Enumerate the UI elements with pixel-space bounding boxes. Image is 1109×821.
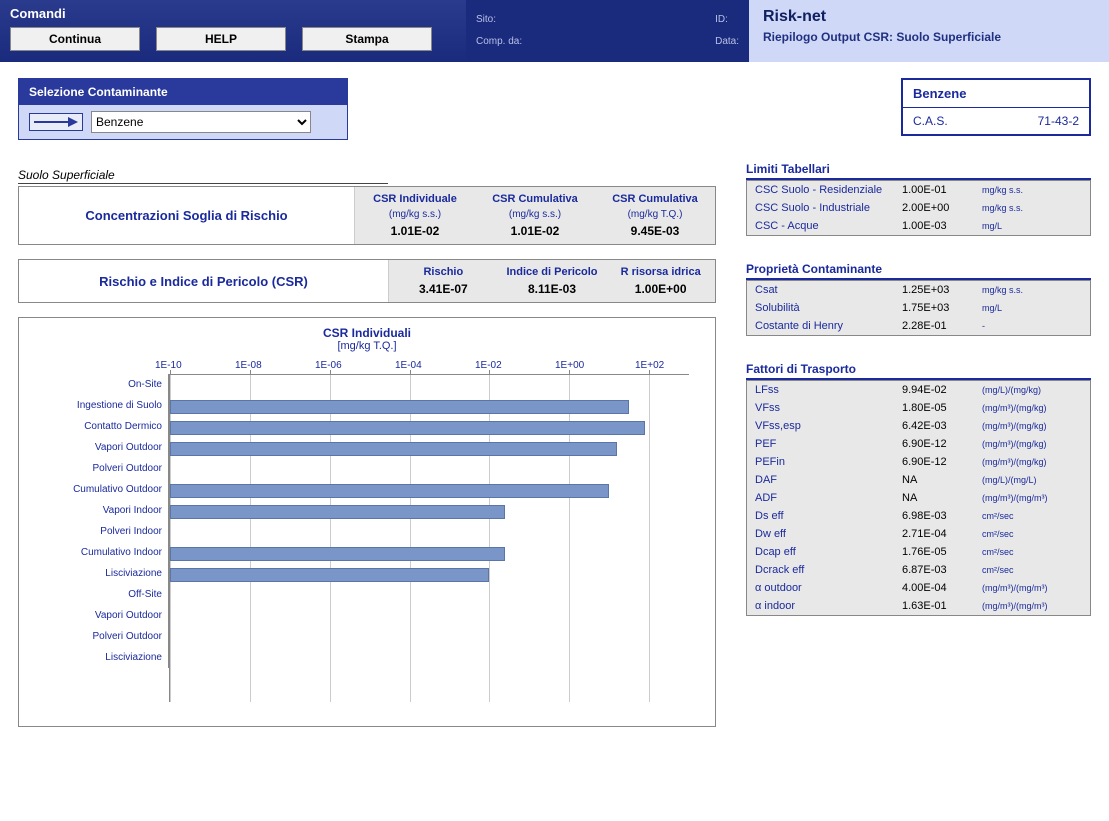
meta-id: ID: xyxy=(715,14,739,25)
chart-xaxis: 1E-101E-081E-061E-041E-021E+001E+02 xyxy=(169,360,689,374)
chart-bar xyxy=(170,505,505,519)
chart-ylabel: Lisciviazione xyxy=(29,563,169,584)
chart-panel: CSR Individuali [mg/kg T.Q.] 1E-101E-081… xyxy=(18,317,716,727)
chart-ylabel: On-Site xyxy=(29,374,169,395)
limiti-table: Limiti Tabellari CSC Suolo - Residenzial… xyxy=(746,162,1091,236)
chart-bar-row xyxy=(170,543,689,564)
risk-column: Indice di Pericolo8.11E-03 xyxy=(498,260,607,302)
suolo-title: Suolo Superficiale xyxy=(18,168,388,184)
selector-panel: Selezione Contaminante Benzene xyxy=(18,78,348,140)
table-row: PEFin6.90E-12(mg/m³)/(mg/kg) xyxy=(747,453,1090,471)
meta-data: Data: xyxy=(715,36,739,47)
chart-bar-row xyxy=(170,522,689,543)
table-row: VFss,esp6.42E-03(mg/m³)/(mg/kg) xyxy=(747,417,1090,435)
table-row: α indoor1.63E-01(mg/m³)/(mg/m³) xyxy=(747,597,1090,615)
chart-ylabel: Cumulativo Indoor xyxy=(29,542,169,563)
chart-ylabel: Vapori Indoor xyxy=(29,500,169,521)
cas-label: C.A.S. xyxy=(913,114,948,128)
chart-bar-row xyxy=(170,585,689,606)
chart-bar-row xyxy=(170,501,689,522)
chart-ylabel: Ingestione di Suolo xyxy=(29,395,169,416)
command-panel: Comandi Continua HELP Stampa xyxy=(0,0,466,62)
table-row: Dcap eff1.76E-05cm²/sec xyxy=(747,543,1090,561)
table-row: Dw eff2.71E-04cm²/sec xyxy=(747,525,1090,543)
chart-ylabel: Contatto Dermico xyxy=(29,416,169,437)
chart-ylabel: Polveri Outdoor xyxy=(29,458,169,479)
help-button[interactable]: HELP xyxy=(156,27,286,51)
risk-column: R risorsa idrica1.00E+00 xyxy=(606,260,715,302)
chart-bar-row xyxy=(170,480,689,501)
app-subtitle: Riepilogo Output CSR: Suolo Superficiale xyxy=(763,30,1095,44)
chart-subtitle: [mg/kg T.Q.] xyxy=(29,340,705,352)
table-row: Solubilità1.75E+03mg/L xyxy=(747,299,1090,317)
csr-column: CSR Cumulativa(mg/kg s.s.)1.01E-02 xyxy=(475,187,595,244)
csr-column: CSR Individuale(mg/kg s.s.)1.01E-02 xyxy=(355,187,475,244)
stampa-button[interactable]: Stampa xyxy=(302,27,432,51)
continua-button[interactable]: Continua xyxy=(10,27,140,51)
table-row: CSC Suolo - Industriale2.00E+00mg/kg s.s… xyxy=(747,199,1090,217)
table-row: Ds eff6.98E-03cm²/sec xyxy=(747,507,1090,525)
table-row: VFss1.80E-05(mg/m³)/(mg/kg) xyxy=(747,399,1090,417)
chart-bar-row xyxy=(170,648,689,669)
selector-title: Selezione Contaminante xyxy=(19,79,347,105)
chart-bar-row xyxy=(170,417,689,438)
chart-ylabel: Polveri Indoor xyxy=(29,521,169,542)
arrow-icon xyxy=(29,113,83,131)
app-name: Risk-net xyxy=(763,8,1095,26)
table-row: CSC Suolo - Residenziale1.00E-01mg/kg s.… xyxy=(747,181,1090,199)
chart-ylabel: Vapori Outdoor xyxy=(29,437,169,458)
table-row: CSC - Acque1.00E-03mg/L xyxy=(747,217,1090,235)
csr-card: Concentrazioni Soglia di Rischio CSR Ind… xyxy=(18,186,716,245)
chart-bar-row xyxy=(170,396,689,417)
chart-ylabel: Vapori Outdoor xyxy=(29,605,169,626)
table-row: DAFNA(mg/L)/(mg/L) xyxy=(747,471,1090,489)
chart-bar xyxy=(170,442,617,456)
fatt-table: Fattori di Trasporto LFss9.94E-02(mg/L)/… xyxy=(746,362,1091,616)
title-panel: Risk-net Riepilogo Output CSR: Suolo Sup… xyxy=(749,0,1109,62)
chart-ylabel: Cumulativo Outdoor xyxy=(29,479,169,500)
chart-bar xyxy=(170,421,645,435)
chart-bar-row xyxy=(170,438,689,459)
chart-bar xyxy=(170,484,609,498)
chart-bar-row xyxy=(170,606,689,627)
risk-card: Rischio e Indice di Pericolo (CSR) Risch… xyxy=(18,259,716,303)
table-row: Csat1.25E+03mg/kg s.s. xyxy=(747,281,1090,299)
chart-ylabels: On-SiteIngestione di SuoloContatto Dermi… xyxy=(29,374,169,702)
chart-bar-row xyxy=(170,459,689,480)
chart-bar-row xyxy=(170,564,689,585)
csr-title: Concentrazioni Soglia di Rischio xyxy=(19,187,355,244)
chart-bar xyxy=(170,400,629,414)
chart-ylabel: Off-Site xyxy=(29,584,169,605)
meta-comp: Comp. da: xyxy=(476,36,715,47)
risk-column: Rischio3.41E-07 xyxy=(389,260,498,302)
chart-bar xyxy=(170,568,489,582)
chart-plot xyxy=(169,374,689,702)
table-row: PEF6.90E-12(mg/m³)/(mg/kg) xyxy=(747,435,1090,453)
meta-panel: Sito: ID: Comp. da: Data: xyxy=(466,0,749,62)
prop-table: Proprietà Contaminante Csat1.25E+03mg/kg… xyxy=(746,262,1091,336)
cas-value: 71-43-2 xyxy=(1038,114,1079,128)
risk-title: Rischio e Indice di Pericolo (CSR) xyxy=(19,260,389,302)
chart-bar-row xyxy=(170,375,689,396)
contaminant-box: Benzene C.A.S. 71-43-2 xyxy=(901,78,1091,136)
table-row: Dcrack eff6.87E-03cm²/sec xyxy=(747,561,1090,579)
table-row: Costante di Henry2.28E-01- xyxy=(747,317,1090,335)
contaminant-name: Benzene xyxy=(903,80,1089,108)
chart-title: CSR Individuali xyxy=(29,326,705,340)
table-row: LFss9.94E-02(mg/L)/(mg/kg) xyxy=(747,381,1090,399)
chart-bar xyxy=(170,547,505,561)
contaminant-select[interactable]: Benzene xyxy=(91,111,311,133)
chart-bar-row xyxy=(170,627,689,648)
meta-sito: Sito: xyxy=(476,14,715,25)
chart-ylabel: Polveri Outdoor xyxy=(29,626,169,647)
csr-column: CSR Cumulativa(mg/kg T.Q.)9.45E-03 xyxy=(595,187,715,244)
table-row: ADFNA(mg/m³)/(mg/m³) xyxy=(747,489,1090,507)
chart-ylabel: Lisciviazione xyxy=(29,647,169,668)
table-row: α outdoor4.00E-04(mg/m³)/(mg/m³) xyxy=(747,579,1090,597)
commands-label: Comandi xyxy=(10,6,456,21)
